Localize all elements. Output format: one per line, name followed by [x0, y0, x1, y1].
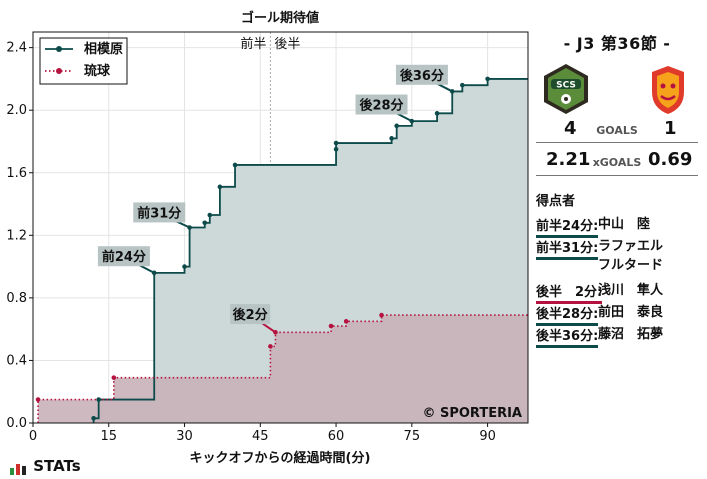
scorers-title: 得点者 [536, 194, 576, 209]
second-half-label: 後半 [274, 37, 300, 52]
xg-point [96, 397, 101, 402]
xg-point [91, 416, 96, 421]
scorer-row: 前半31分: ラファエル フルタード [536, 237, 702, 281]
scorer-list: 前半24分: 中山 陸 前半31分: ラファエル フルタード 後半 2分: 浅川… [532, 215, 702, 348]
annotation-box [133, 202, 186, 223]
annotation-box [97, 246, 150, 267]
stats-bars-icon [10, 457, 33, 475]
xg-row: 2.21 xGOALS 0.69 [536, 147, 698, 176]
xg-areas [38, 78, 528, 424]
xg-point [217, 184, 223, 190]
goals-label: GOALS [596, 124, 638, 137]
x-tick-label: 60 [328, 429, 345, 444]
annotation-box [355, 94, 408, 115]
x-tick-label: 30 [176, 429, 193, 444]
scorer-row: 前半24分: 中山 陸 [536, 215, 702, 238]
scorer-row: 後半36分: 藤沼 拓夢 [536, 325, 702, 348]
logos-svg: SCS [544, 64, 684, 114]
xg-point [182, 264, 187, 269]
xg-point [394, 123, 399, 129]
chart-title: ゴール期待値 [241, 10, 319, 26]
scorer-time: 後半28分: [536, 303, 599, 326]
y-tick-label: 2.0 [6, 103, 27, 118]
xg-points [35, 76, 490, 421]
xg-line-home [92, 78, 528, 423]
xg-point [389, 136, 394, 141]
xg-point [268, 344, 273, 349]
x-tick-label: 15 [100, 429, 117, 444]
y-tick-label: 0.0 [6, 416, 27, 431]
y-tick-label: 0.4 [6, 353, 27, 368]
y-tick-label: 1.6 [6, 166, 27, 181]
axis-ticks: 0 15 30 45 60 75 90 0.0 0.4 0.8 1.2 1.6 2.0 2.4 [6, 41, 496, 444]
home-team-logo-icon: SCS [544, 64, 588, 114]
scorer-row: 後半 2分: 浅川 隼人 [536, 281, 702, 304]
xg-point [111, 375, 117, 380]
scorer-name: 藤沼 拓夢 [598, 327, 664, 342]
xg-point [202, 220, 208, 226]
y-tick-label: 1.2 [6, 228, 27, 243]
goals-row: 4 GOALS 1 [536, 118, 698, 143]
xg-label: xGOALS [592, 156, 642, 169]
y-tick-label: 0.8 [6, 291, 27, 306]
annotation-label: 後2分 [233, 307, 268, 323]
x-tick-label: 75 [404, 429, 421, 444]
home-goals: 4 [564, 118, 577, 139]
scorer-name: 前田 泰良 [598, 305, 664, 320]
xg-point [333, 140, 339, 146]
legend-box [39, 37, 128, 85]
xg-point [333, 147, 339, 152]
home-xg: 2.21 [546, 149, 591, 170]
xg-point [207, 212, 213, 218]
annotation-label: 後36分 [400, 68, 444, 84]
scorer-name: 浅川 隼人 [598, 283, 664, 298]
scorer-name: 中山 陸 [598, 217, 651, 232]
away-xg: 0.69 [648, 149, 693, 170]
x-tick-label: 45 [252, 429, 269, 444]
first-half-label: 前半 [240, 36, 266, 52]
xg-point [379, 312, 384, 318]
annotation-label: 前24分 [102, 249, 146, 265]
away-goals: 1 [664, 118, 677, 139]
stats-brand-text: STATs [33, 457, 81, 475]
scorer-time: 前半31分: [536, 237, 599, 260]
scorer-row: 後半28分: 前田 泰良 [536, 303, 702, 326]
x-axis-label: キックオフからの経過時間(分) [190, 450, 371, 466]
xg-point [434, 111, 440, 116]
y-tick-label: 2.4 [6, 41, 27, 56]
match-panel: - J3 第36節 - SCS 4 GOALS 1 2.21 [532, 26, 702, 348]
scorer-time: 前半24分: [536, 215, 599, 238]
x-tick-label: 0 [29, 429, 37, 444]
scorer-name: ラファエル フルタード [598, 239, 664, 273]
away-team-logo-icon [652, 66, 684, 114]
plot-frame [32, 31, 529, 424]
scorer-time: 後半36分: [536, 325, 599, 348]
legend-entry: 琉球 [84, 63, 111, 79]
legend-marker [56, 68, 62, 74]
annotation-box [395, 64, 448, 85]
annotation-box [230, 304, 271, 325]
scorer-time: 後半 2分: [536, 281, 603, 304]
match-title: - J3 第36節 - [563, 34, 671, 53]
xg-point [485, 76, 490, 82]
annotation-label: 後28分 [359, 98, 403, 114]
xg-point [328, 323, 334, 329]
watermark: © SPORTERIA [422, 406, 522, 421]
team-logos: SCS [532, 62, 702, 118]
home-logo-text: SCS [556, 81, 576, 91]
legend-marker [56, 46, 62, 52]
xg-point [343, 319, 349, 324]
xg-point [35, 397, 41, 402]
x-tick-label: 90 [479, 429, 496, 444]
annotation-label: 前31分 [137, 205, 181, 221]
xg-point [460, 82, 465, 88]
xg-point [232, 162, 238, 168]
xg-area-away [38, 315, 528, 423]
legend-entry: 相模原 [84, 41, 123, 57]
stats-brand: STATs [10, 457, 81, 475]
